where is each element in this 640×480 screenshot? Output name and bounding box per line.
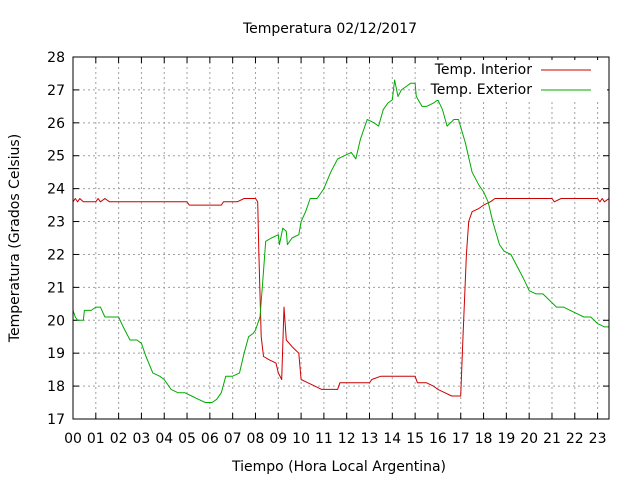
y-tick-label: 26 bbox=[47, 116, 65, 132]
x-tick-label: 00 bbox=[64, 431, 82, 447]
x-tick-label: 20 bbox=[520, 431, 538, 447]
y-tick-label: 21 bbox=[47, 280, 65, 296]
y-tick-label: 23 bbox=[47, 215, 65, 231]
x-tick-label: 12 bbox=[338, 431, 356, 447]
y-tick-label: 28 bbox=[47, 50, 65, 66]
x-tick-label: 09 bbox=[269, 431, 287, 447]
x-tick-label: 11 bbox=[315, 431, 333, 447]
x-tick-label: 21 bbox=[543, 431, 561, 447]
x-tick-label: 08 bbox=[247, 431, 265, 447]
x-tick-label: 01 bbox=[87, 431, 105, 447]
x-tick-label: 03 bbox=[133, 431, 151, 447]
legend-background bbox=[425, 60, 607, 100]
x-tick-label: 02 bbox=[110, 431, 128, 447]
y-tick-label: 22 bbox=[47, 247, 65, 263]
y-tick-label: 19 bbox=[47, 346, 65, 362]
x-tick-label: 19 bbox=[497, 431, 515, 447]
grid-lines bbox=[73, 57, 609, 419]
x-tick-label: 06 bbox=[201, 431, 219, 447]
x-tick-labels: 00 01 02 03 04 05 06 07 08 09 10 11 12 13 14 15 16 17 18 19… bbox=[64, 431, 606, 447]
y-axis-label: Temperatura (Grados Celsius) bbox=[7, 134, 23, 343]
x-axis-label: Tiempo (Hora Local Argentina) bbox=[231, 459, 446, 475]
x-tick-label: 07 bbox=[224, 431, 242, 447]
series-lines bbox=[72, 79, 610, 403]
x-tick-label: 10 bbox=[292, 431, 310, 447]
x-tick-label: 13 bbox=[361, 431, 379, 447]
x-tick-label: 05 bbox=[178, 431, 196, 447]
x-tick-label: 23 bbox=[589, 431, 607, 447]
x-tick-label: 22 bbox=[566, 431, 584, 447]
axis-ticks bbox=[72, 56, 609, 420]
y-tick-label: 18 bbox=[47, 379, 65, 395]
series-line-temp-interior bbox=[72, 198, 610, 397]
y-tick-labels: 17 18 19 20 21 22 23 24 25 26 27 28 bbox=[47, 50, 65, 428]
x-tick-label: 04 bbox=[155, 431, 173, 447]
x-tick-label: 15 bbox=[406, 431, 424, 447]
legend-label-interior: Temp. Interior bbox=[434, 62, 533, 78]
legend: Temp. Interior Temp. Exterior bbox=[425, 60, 607, 100]
x-tick-label: 16 bbox=[429, 431, 447, 447]
y-tick-label: 20 bbox=[47, 313, 65, 329]
series-line-temp-exterior bbox=[72, 79, 609, 403]
legend-label-exterior: Temp. Exterior bbox=[430, 82, 533, 98]
y-tick-label: 27 bbox=[47, 83, 65, 99]
y-tick-label: 17 bbox=[47, 412, 65, 428]
y-tick-label: 24 bbox=[47, 182, 65, 198]
y-tick-label: 25 bbox=[47, 149, 65, 165]
x-tick-label: 17 bbox=[452, 431, 470, 447]
x-tick-label: 14 bbox=[383, 431, 401, 447]
plot-area-frame bbox=[72, 56, 610, 420]
x-tick-label: 18 bbox=[475, 431, 493, 447]
chart-title: Temperatura 02/12/2017 bbox=[242, 21, 417, 37]
